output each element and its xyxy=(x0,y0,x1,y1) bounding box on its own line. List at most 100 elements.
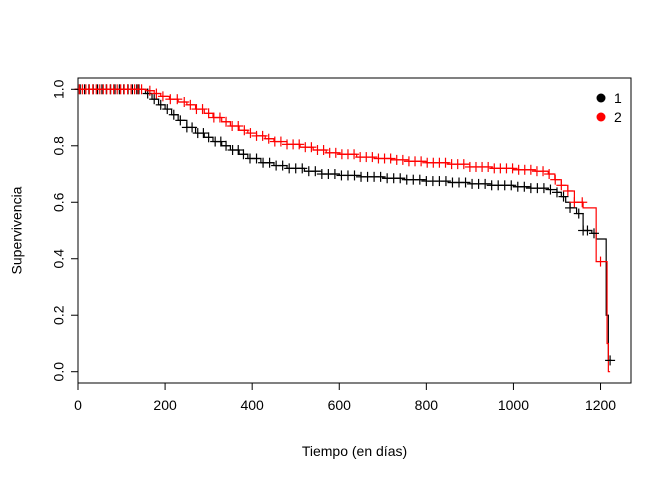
legend-item-1: 1 xyxy=(596,90,622,106)
series-1-censor-mark xyxy=(142,88,153,99)
y-axis: 0.0 0.2 0.4 0.6 0.8 1.0 xyxy=(51,79,79,382)
series-2-censor-mark xyxy=(233,121,244,132)
series-1-censor-mark xyxy=(277,160,288,171)
series-2-censor-mark xyxy=(185,99,196,110)
y-tick-label: 0.4 xyxy=(51,249,67,269)
series-1-censor-mark xyxy=(573,208,584,219)
x-tick-label: 600 xyxy=(328,397,352,413)
series-2-censor-mark xyxy=(239,125,250,136)
series-1-censor-mark xyxy=(310,166,321,177)
series-1-censor-mark xyxy=(582,225,593,236)
series-2-censor-mark xyxy=(577,197,588,208)
series-1-censor-mark xyxy=(519,181,530,192)
series-1-censor-mark xyxy=(558,191,569,202)
series-2-censor-mark xyxy=(538,166,549,177)
series-2-censor-mark xyxy=(595,256,606,267)
series-1-censor-mark xyxy=(414,174,425,185)
series-2-censor-mark xyxy=(367,152,378,163)
survival-curves xyxy=(78,88,612,373)
series-2-censor-mark xyxy=(203,108,214,119)
series-2-censor-mark xyxy=(525,164,536,175)
series-2-censor-mark xyxy=(214,112,225,123)
legend-item-2: 2 xyxy=(596,109,622,125)
series-1-censor-mark xyxy=(203,132,214,143)
censor-marks xyxy=(74,84,616,366)
series-2-censor-mark xyxy=(544,169,555,180)
series-2-censor-mark xyxy=(294,139,305,150)
series-2-censor-mark xyxy=(136,84,147,95)
legend-marker xyxy=(596,112,606,122)
series-1-censor-mark xyxy=(187,122,198,133)
y-tick-label: 1.0 xyxy=(51,79,67,99)
series-2-censor-mark xyxy=(172,94,183,105)
series-2-censor-mark xyxy=(349,149,360,160)
series-1-censor-mark xyxy=(375,171,386,182)
series-1-censor-mark xyxy=(605,355,616,366)
series-1-censor-mark xyxy=(238,149,249,160)
series-1-censor-mark xyxy=(460,177,471,188)
series-2-censor-mark xyxy=(550,174,561,185)
y-tick-label: 0.8 xyxy=(51,136,67,156)
series-1-censor-mark xyxy=(251,153,262,164)
series-2-censor-mark xyxy=(263,133,274,144)
series-1-censor-mark xyxy=(588,228,599,239)
series-1-censor-mark xyxy=(349,170,360,181)
series-1-censor-mark xyxy=(551,187,562,198)
series-2-censor-mark xyxy=(197,104,208,115)
series-1-censor-mark xyxy=(198,128,209,139)
y-tick-label: 0.2 xyxy=(51,305,67,325)
series-1-censor-mark xyxy=(329,169,340,180)
series-2-censor-mark xyxy=(385,153,396,164)
series-2-censor-mark xyxy=(144,85,155,96)
x-tick-label: 1200 xyxy=(585,397,616,413)
series-1-censor-mark xyxy=(538,183,549,194)
x-tick-label: 800 xyxy=(415,397,439,413)
legend-marker xyxy=(596,93,606,103)
series-2-censor-mark xyxy=(458,159,469,170)
y-tick-label: 0.6 xyxy=(51,192,67,212)
series-1-censor-mark xyxy=(264,157,275,168)
series-1-censor-mark xyxy=(162,104,173,115)
y-tick-label: 0.0 xyxy=(51,362,67,382)
series-1-censor-mark xyxy=(545,184,556,195)
x-axis-label: Tiempo (en días) xyxy=(302,443,407,459)
series-1-censor-mark xyxy=(175,115,186,126)
series-2-censor-mark xyxy=(507,163,518,174)
series-1-censor-mark xyxy=(221,140,232,151)
series-1-censor-mark xyxy=(565,202,576,213)
series-1-censor-mark xyxy=(297,163,308,174)
y-axis-label: Supervivencia xyxy=(9,186,25,274)
legend-label: 1 xyxy=(614,90,622,106)
series-2-censor-mark xyxy=(562,185,573,196)
series-2-censor-mark xyxy=(221,116,232,127)
series-2-censor-mark xyxy=(483,161,494,172)
series-1-line xyxy=(78,88,612,362)
x-axis: 0 200 400 600 800 1000 1200 xyxy=(74,382,616,413)
series-1-censor-mark xyxy=(440,176,451,187)
series-2-censor-mark xyxy=(306,142,317,153)
series-2-censor-mark xyxy=(179,97,190,108)
x-tick-label: 200 xyxy=(153,397,177,413)
series-2-censor-mark xyxy=(151,88,162,99)
series-1-censor-mark xyxy=(155,99,166,110)
series-2-censor-mark xyxy=(245,128,256,139)
series-2-censor-mark xyxy=(157,91,168,102)
series-2-censor-mark xyxy=(397,154,408,165)
series-1-censor-mark xyxy=(233,145,244,156)
series-2-censor-mark xyxy=(257,130,268,141)
series-1-censor-mark xyxy=(506,180,517,191)
series-1-censor-mark xyxy=(480,178,491,189)
series-2-line xyxy=(78,88,611,373)
series-1-censor-mark xyxy=(168,109,179,120)
series-2-censor-mark xyxy=(440,157,451,168)
series-2-censor-mark xyxy=(330,147,341,158)
x-tick-label: 1000 xyxy=(498,397,529,413)
x-tick-label: 0 xyxy=(74,397,82,413)
series-2-censor-mark xyxy=(318,145,329,156)
legend: 12 xyxy=(596,90,622,125)
series-1-censor-mark xyxy=(395,173,406,184)
legend-label: 2 xyxy=(614,109,622,125)
series-2-censor-mark xyxy=(416,156,427,167)
series-1-censor-mark xyxy=(215,136,226,147)
